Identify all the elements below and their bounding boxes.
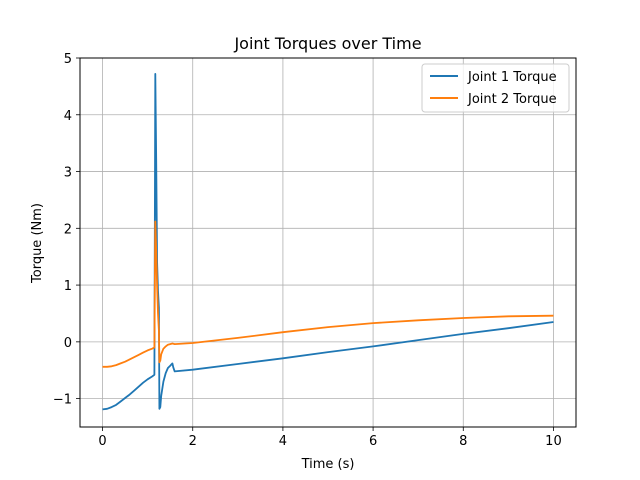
series-line-joint-2 — [102, 220, 554, 368]
x-axis-label: Time (s) — [301, 457, 355, 472]
y-tick-label: 5 — [64, 52, 72, 67]
y-tick-label: 2 — [64, 222, 72, 237]
x-tick-label: 10 — [545, 434, 562, 449]
y-tick-label: 4 — [64, 109, 72, 124]
series-layer — [102, 73, 554, 411]
legend-box — [421, 63, 570, 113]
x-tick-label: 4 — [279, 434, 287, 449]
x-tick-label: 6 — [369, 434, 377, 449]
y-axis-label: Torque (Nm) — [30, 203, 45, 284]
y-tick-label: 1 — [64, 279, 72, 294]
y-tick-label: −1 — [53, 393, 72, 408]
series-line-joint-1 — [102, 73, 554, 411]
y-tick-label: 0 — [64, 336, 72, 351]
legend: Joint 1 Torque Joint 2 Torque — [421, 63, 570, 113]
y-axis-ticks: −1 0 1 2 3 4 5 — [53, 52, 80, 408]
x-tick-label: 8 — [459, 434, 467, 449]
legend-label-joint-1: Joint 1 Torque — [467, 70, 557, 85]
plot-frame — [79, 57, 577, 428]
y-tick-label: 3 — [64, 166, 72, 181]
x-tick-label: 0 — [98, 434, 106, 449]
legend-label-joint-2: Joint 2 Torque — [467, 92, 557, 107]
gridlines — [80, 57, 576, 427]
x-tick-label: 2 — [189, 434, 197, 449]
chart-title: Joint Torques over Time — [233, 34, 421, 53]
x-axis-ticks: 0 2 4 6 8 10 — [98, 427, 562, 449]
